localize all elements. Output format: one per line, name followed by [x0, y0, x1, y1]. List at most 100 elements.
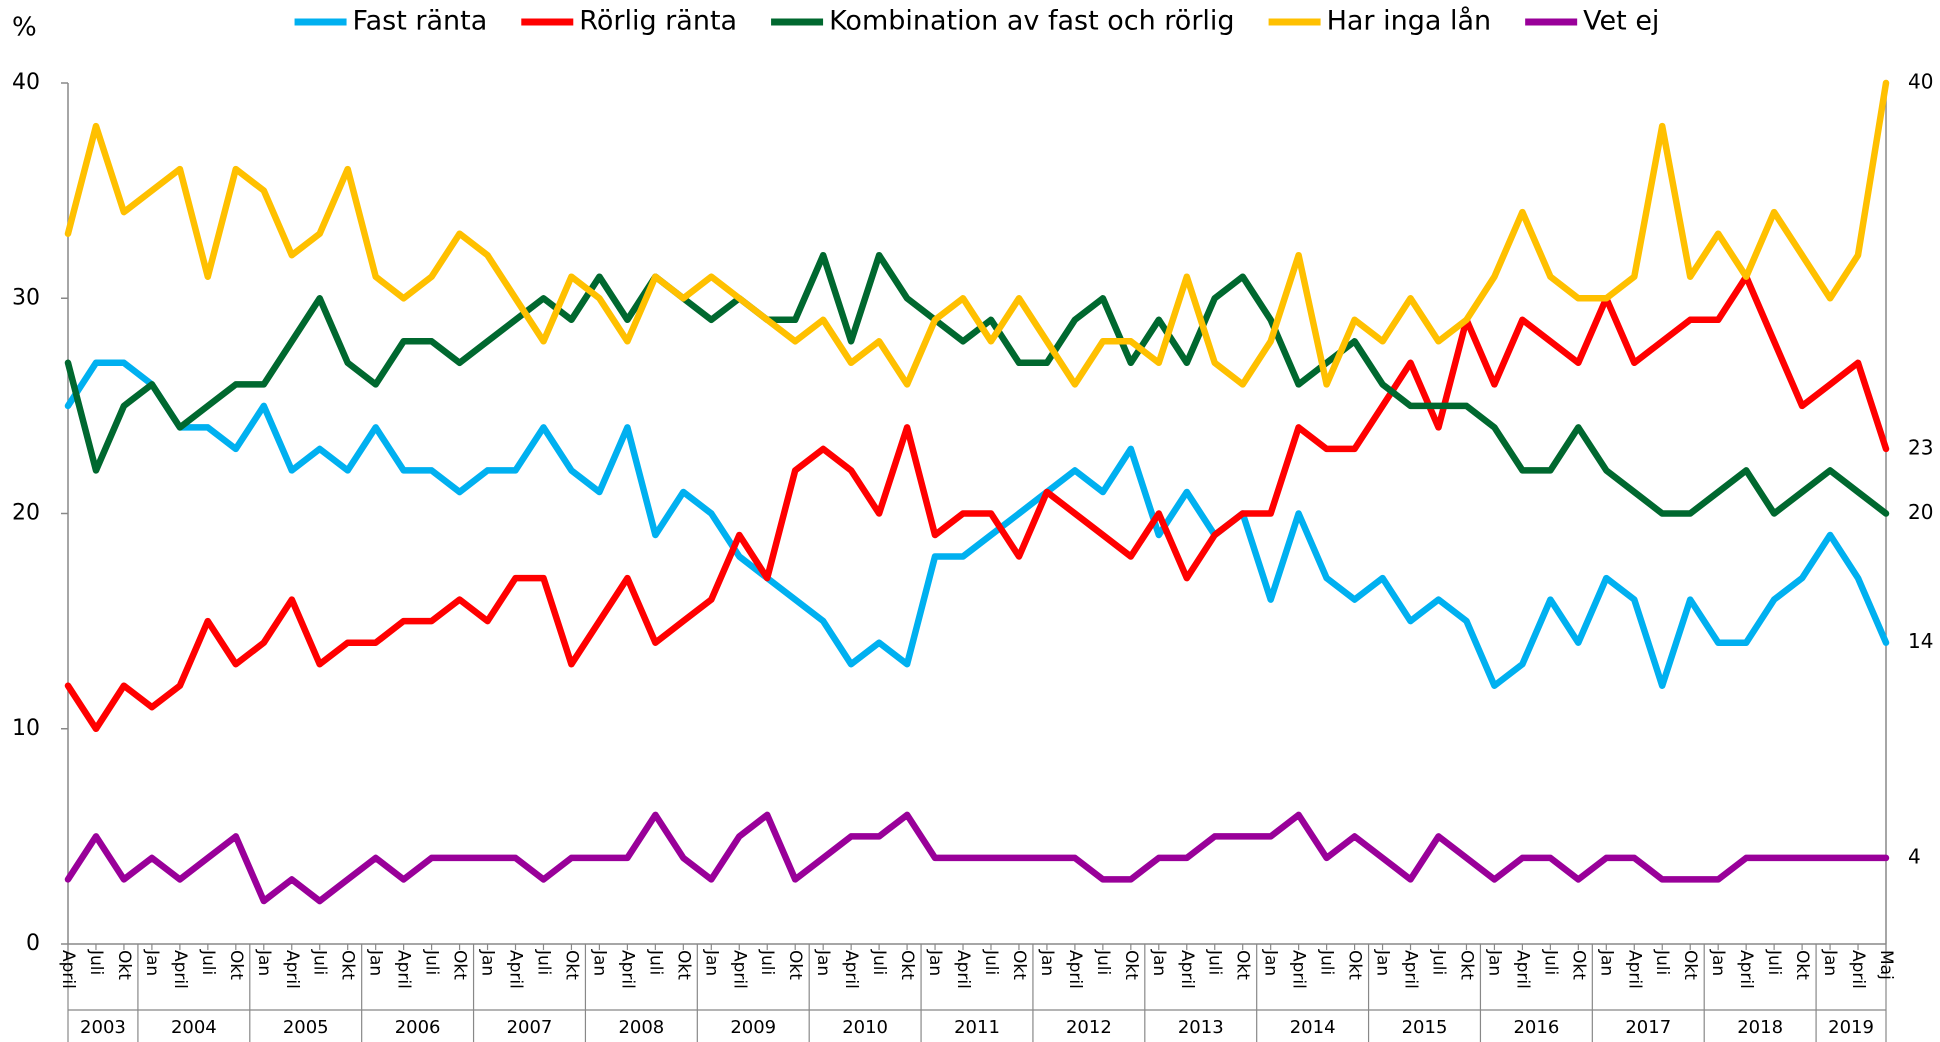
x-tick-label: April — [1065, 950, 1085, 989]
x-tick-label: Juli — [645, 949, 665, 975]
x-tick-label: April — [506, 950, 526, 989]
x-tick-label: Jan — [701, 949, 721, 976]
year-label: 2019 — [1828, 1017, 1874, 1038]
x-tick-label: Okt — [338, 950, 358, 980]
x-tick-label: Juli — [1205, 949, 1225, 975]
x-tick-label: Juli — [86, 949, 106, 975]
y-tick-label: 20 — [12, 501, 40, 526]
year-label: 2017 — [1625, 1017, 1671, 1038]
x-tick-label: Okt — [1568, 950, 1588, 980]
x-tick-label: Okt — [1345, 950, 1365, 980]
x-tick-label: Juli — [533, 949, 553, 975]
x-tick-label: Okt — [561, 950, 581, 980]
series-line — [64, 811, 1890, 905]
x-tick-label: Okt — [1456, 950, 1476, 980]
year-label: 2008 — [618, 1017, 664, 1038]
x-tick-label: Okt — [1792, 950, 1812, 980]
x-tick-label: Juli — [422, 949, 442, 975]
x-tick-label: Jan — [1484, 949, 1504, 976]
y-axis-label: % — [12, 13, 37, 43]
year-label: 2012 — [1066, 1017, 1112, 1038]
y-tick-label: 40 — [12, 70, 40, 95]
x-tick-label: Jan — [366, 949, 386, 976]
y-tick-label: 30 — [12, 285, 40, 310]
x-tick-label: April — [282, 950, 302, 989]
x-tick-label: Juli — [1428, 949, 1448, 975]
x-tick-label: Okt — [1233, 950, 1253, 980]
x-tick-label: Juli — [1093, 949, 1113, 975]
y-tick-label: 0 — [26, 931, 40, 956]
x-tick-label: Okt — [1009, 950, 1029, 980]
x-tick-label: Okt — [226, 950, 246, 980]
x-tick-label: Jan — [1261, 949, 1281, 976]
x-tick-label: Juli — [1317, 949, 1337, 975]
year-label: 2009 — [730, 1017, 776, 1038]
x-tick-label: Juli — [198, 949, 218, 975]
x-tick-label: Jan — [1373, 949, 1393, 976]
x-tick-label: April — [1736, 950, 1756, 989]
x-tick-label: April — [1848, 950, 1868, 989]
end-value-label: 40 — [1908, 70, 1933, 94]
x-tick-label: Okt — [114, 950, 134, 980]
x-tick-label: Okt — [1680, 950, 1700, 980]
end-value-label: 14 — [1908, 629, 1933, 653]
x-tick-label: April — [841, 950, 861, 989]
legend-label: Vet ej — [1583, 6, 1659, 37]
x-tick-label: April — [617, 950, 637, 989]
series-line — [64, 79, 1890, 388]
year-label: 2006 — [395, 1017, 441, 1038]
x-tick-label: Okt — [673, 950, 693, 980]
x-tick-label: April — [729, 950, 749, 989]
x-tick-label: Jan — [478, 949, 498, 976]
legend-label: Har inga lån — [1327, 6, 1492, 37]
end-value-label: 4 — [1908, 844, 1921, 868]
year-label: 2007 — [507, 1017, 553, 1038]
year-label: 2011 — [954, 1017, 1000, 1038]
x-tick-label: Juli — [1652, 949, 1672, 975]
x-tick-label: Okt — [785, 950, 805, 980]
x-tick-label: Jan — [589, 949, 609, 976]
x-tick-label: April — [1177, 950, 1197, 989]
year-label: 2013 — [1178, 1017, 1224, 1038]
year-label: 2015 — [1402, 1017, 1448, 1038]
x-tick-label: Jan — [142, 949, 162, 976]
legend-label: Fast ränta — [353, 6, 488, 37]
end-value-label: 23 — [1908, 435, 1933, 459]
year-label: 2014 — [1290, 1017, 1336, 1038]
year-label: 2018 — [1737, 1017, 1783, 1038]
x-tick-label: Maj — [1876, 950, 1896, 980]
x-tick-label: April — [1512, 950, 1532, 989]
x-tick-label: April — [1289, 950, 1309, 989]
year-label: 2003 — [80, 1017, 126, 1038]
x-tick-label: Jan — [1149, 949, 1169, 976]
series-line — [64, 273, 1890, 733]
x-tick-label: Juli — [1540, 949, 1560, 975]
x-tick-label: Jan — [813, 949, 833, 976]
legend-label: Rörlig ränta — [579, 6, 737, 37]
x-tick-label: April — [1401, 950, 1421, 989]
x-tick-label: Juli — [310, 949, 330, 975]
x-tick-label: Juli — [757, 949, 777, 975]
end-value-label: 20 — [1908, 500, 1933, 524]
x-tick-label: Jan — [925, 949, 945, 976]
y-tick-label: 10 — [12, 716, 40, 741]
year-label: 2010 — [842, 1017, 888, 1038]
series-line — [64, 359, 1890, 689]
x-tick-label: April — [58, 950, 78, 989]
x-tick-label: April — [170, 950, 190, 989]
legend: Fast ränta Rörlig ränta Kombination av fas… — [294, 6, 1659, 37]
year-label: 2016 — [1513, 1017, 1559, 1038]
x-tick-label: April — [1624, 950, 1644, 989]
x-tick-label: Juli — [869, 949, 889, 975]
x-tick-label: Jan — [1708, 949, 1728, 976]
year-label: 2004 — [171, 1017, 217, 1038]
x-tick-label: April — [953, 950, 973, 989]
x-tick-label: Jan — [254, 949, 274, 976]
series-line — [64, 251, 1890, 517]
x-tick-label: Okt — [1121, 950, 1141, 980]
year-label: 2005 — [283, 1017, 329, 1038]
x-tick-label: April — [394, 950, 414, 989]
x-tick-label: Juli — [981, 949, 1001, 975]
x-tick-label: Jan — [1820, 949, 1840, 976]
